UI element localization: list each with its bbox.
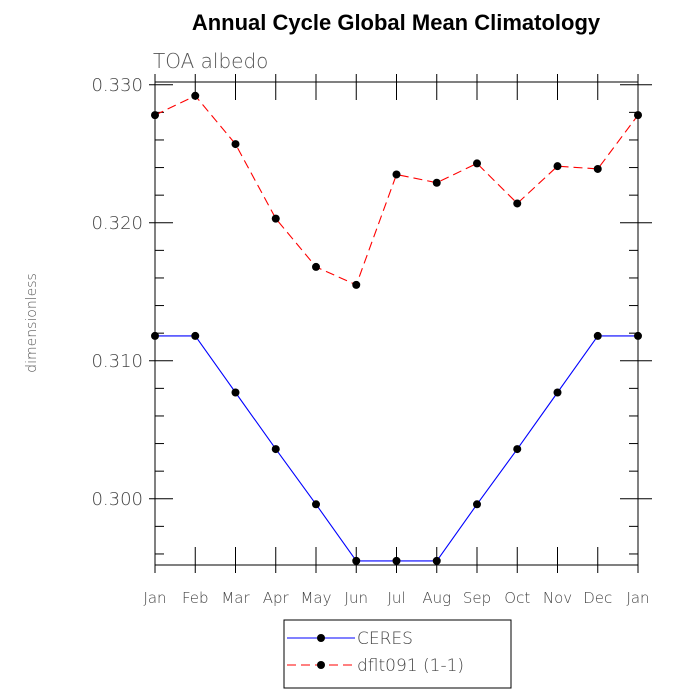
x-tick-label: Jul: [387, 589, 405, 607]
y-tick-label: 0.330: [91, 75, 143, 96]
data-point: [513, 445, 522, 454]
data-point: [352, 280, 361, 289]
x-tick-label: Mar: [221, 589, 250, 607]
data-point: [634, 111, 642, 120]
data-point: [312, 262, 320, 271]
data-point: [593, 331, 602, 340]
data-point: [473, 159, 481, 168]
x-tick-label: Sep: [463, 589, 491, 607]
data-point: [593, 164, 602, 173]
y-tick-label: 0.300: [91, 489, 143, 510]
x-tick-label: Nov: [543, 589, 572, 607]
legend-marker: [317, 634, 325, 642]
data-point: [231, 140, 240, 149]
legend-label: dflt091 (1-1): [357, 656, 464, 676]
data-point: [231, 388, 240, 397]
legend-label: CERES: [357, 629, 413, 649]
x-tick-label: Jan: [143, 589, 166, 607]
data-point: [473, 500, 481, 509]
plot-area: [154, 81, 639, 566]
data-point: [392, 556, 401, 565]
x-tick-label: Jun: [345, 589, 368, 607]
plot-border: [154, 81, 639, 566]
data-point: [191, 331, 200, 340]
data-point: [553, 388, 562, 397]
data-point: [271, 445, 280, 454]
series-layer: [151, 91, 642, 565]
x-tick-label: Oct: [504, 589, 530, 607]
legend: CERES dflt091 (1-1): [283, 619, 512, 689]
data-point: [191, 91, 200, 100]
x-tick-label: Feb: [182, 589, 209, 607]
data-point: [151, 111, 159, 120]
data-point: [151, 331, 159, 340]
data-point: [553, 162, 562, 171]
x-tick-label: Apr: [263, 589, 290, 607]
data-point: [432, 178, 441, 187]
legend-box: [283, 619, 512, 689]
chart-subtitle: TOA albedo: [153, 49, 268, 73]
legend-marker: [317, 661, 325, 669]
data-point: [271, 214, 280, 223]
x-tick-label: Jan: [626, 589, 649, 607]
series-ceres: [151, 331, 642, 565]
y-axis-label: dimensionless: [24, 273, 40, 373]
x-tick-label: May: [300, 589, 331, 607]
data-point: [432, 556, 441, 565]
data-point: [513, 199, 522, 208]
series-dflt091: [151, 91, 642, 289]
data-point: [392, 170, 401, 179]
axis-ticks: 0.300 0.310 0.320 0.330 Jan Feb Mar Apr May Jun Ju…: [91, 74, 652, 607]
series-line: [155, 335, 638, 562]
data-point: [634, 331, 642, 340]
y-tick-label: 0.310: [91, 351, 143, 372]
data-point: [312, 500, 320, 509]
x-tick-label: Dec: [583, 589, 612, 607]
y-tick-label: 0.320: [91, 213, 143, 234]
data-point: [352, 556, 361, 565]
chart-title: Annual Cycle Global Mean Climatology: [192, 10, 601, 35]
series-line: [154, 95, 639, 286]
x-tick-label: Aug: [422, 589, 451, 607]
